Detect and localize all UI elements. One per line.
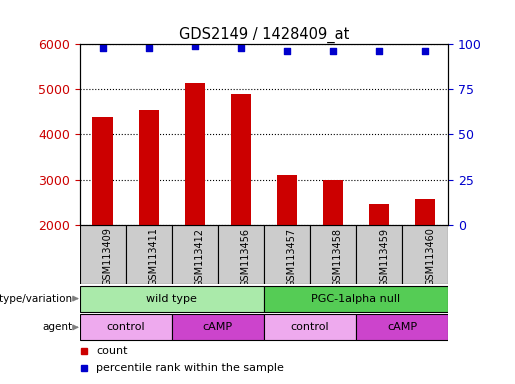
Point [145,45,153,51]
Text: GSM113457: GSM113457 [287,228,297,287]
Text: cAMP: cAMP [387,322,417,333]
Bar [218,225,264,284]
Bar [356,225,402,284]
Bar [264,286,448,311]
Bar [172,314,264,340]
Point [191,43,199,49]
Bar [264,314,356,340]
Text: GSM113460: GSM113460 [425,228,435,286]
Bar [322,180,344,225]
Bar [80,286,264,311]
Bar [139,111,159,225]
Bar [93,117,113,225]
Text: wild type: wild type [146,293,197,304]
Bar [184,83,205,225]
Text: percentile rank within the sample: percentile rank within the sample [96,362,284,373]
Point [421,48,429,55]
Text: agent: agent [42,322,73,333]
Bar [310,225,356,284]
Bar [356,314,448,340]
Bar [277,175,297,225]
Text: PGC-1alpha null: PGC-1alpha null [312,293,401,304]
Text: GSM113409: GSM113409 [103,228,113,286]
Point [329,48,337,55]
Bar [126,225,172,284]
Text: genotype/variation: genotype/variation [0,293,73,304]
Text: GSM113412: GSM113412 [195,228,205,286]
Bar [369,204,389,225]
Text: GSM113459: GSM113459 [379,228,389,286]
Point [283,48,291,55]
Point [237,45,245,51]
Bar [415,199,435,225]
Text: GSM113456: GSM113456 [241,228,251,286]
Bar [264,225,310,284]
Text: GSM113458: GSM113458 [333,228,343,286]
Bar [172,225,218,284]
Title: GDS2149 / 1428409_at: GDS2149 / 1428409_at [179,26,349,43]
Text: count: count [96,346,128,356]
Text: control: control [107,322,145,333]
Text: cAMP: cAMP [203,322,233,333]
Point [99,45,107,51]
Bar [231,94,251,225]
Bar [402,225,448,284]
Bar [80,314,172,340]
Bar [80,225,126,284]
Text: GSM113411: GSM113411 [149,228,159,286]
Point [375,48,383,55]
Text: control: control [290,322,329,333]
